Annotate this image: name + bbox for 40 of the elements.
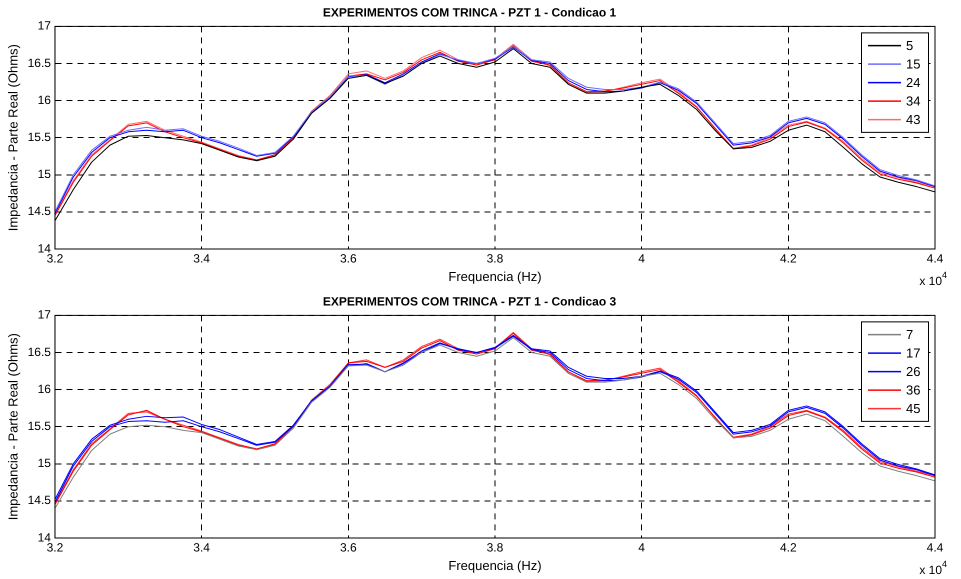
y-tick-label: 16.5: [28, 56, 52, 70]
y-tick-label: 17: [38, 18, 52, 33]
x-tick-label: 4.4: [926, 252, 944, 266]
x-tick-label: 4.4: [926, 540, 944, 555]
x-axis-title: Frequencia (Hz): [448, 268, 542, 284]
x-tick-label: 3.8: [486, 252, 504, 266]
x-tick-label: 4.2: [780, 540, 797, 555]
x-tick-label: 3.4: [193, 540, 210, 555]
legend-label: 36: [906, 382, 920, 398]
x-axis-title: Frequencia (Hz): [448, 558, 542, 573]
y-axis-title: Impedancia - Parte Real (Ohms): [5, 44, 20, 232]
x-tick-label: 3.8: [486, 540, 504, 555]
chart-title: EXPERIMENTOS COM TRINCA - PZT 1 - Condicao 3: [322, 294, 616, 309]
y-tick-label: 15: [38, 167, 52, 182]
legend-label: 7: [906, 327, 914, 342]
y-axis-title: Impedancia - Parte Real (Ohms): [5, 333, 20, 520]
y-tick-label: 16.5: [28, 344, 52, 359]
legend-label: 15: [906, 56, 920, 72]
legend-label: 17: [906, 346, 920, 361]
legend-label: 43: [906, 112, 920, 128]
legend-label: 26: [906, 364, 920, 380]
legend-label: 5: [906, 38, 914, 54]
y-tick-label: 16: [38, 382, 52, 396]
y-tick-label: 17: [38, 308, 52, 322]
chart-title: EXPERIMENTOS COM TRINCA - PZT 1 - Condicao 1: [322, 6, 616, 20]
y-tick-label: 15: [38, 456, 52, 470]
x-tick-label: 3.6: [340, 540, 357, 555]
y-tick-label: 15.5: [28, 130, 52, 144]
y-tick-label: 15.5: [28, 419, 52, 434]
y-tick-label: 14.5: [28, 204, 52, 218]
legend-label: 45: [906, 401, 920, 416]
x-tick-label: 4: [638, 540, 646, 555]
x-tick-label: 4.2: [780, 252, 797, 266]
y-tick-label: 14.5: [28, 493, 52, 508]
legend-label: 24: [906, 75, 920, 90]
legend-label: 34: [906, 94, 920, 109]
y-tick-label: 16: [38, 92, 52, 107]
x-tick-label: 3.6: [340, 252, 357, 266]
x-tick-label: 4: [638, 252, 646, 266]
x-tick-label: 3.4: [193, 252, 210, 266]
